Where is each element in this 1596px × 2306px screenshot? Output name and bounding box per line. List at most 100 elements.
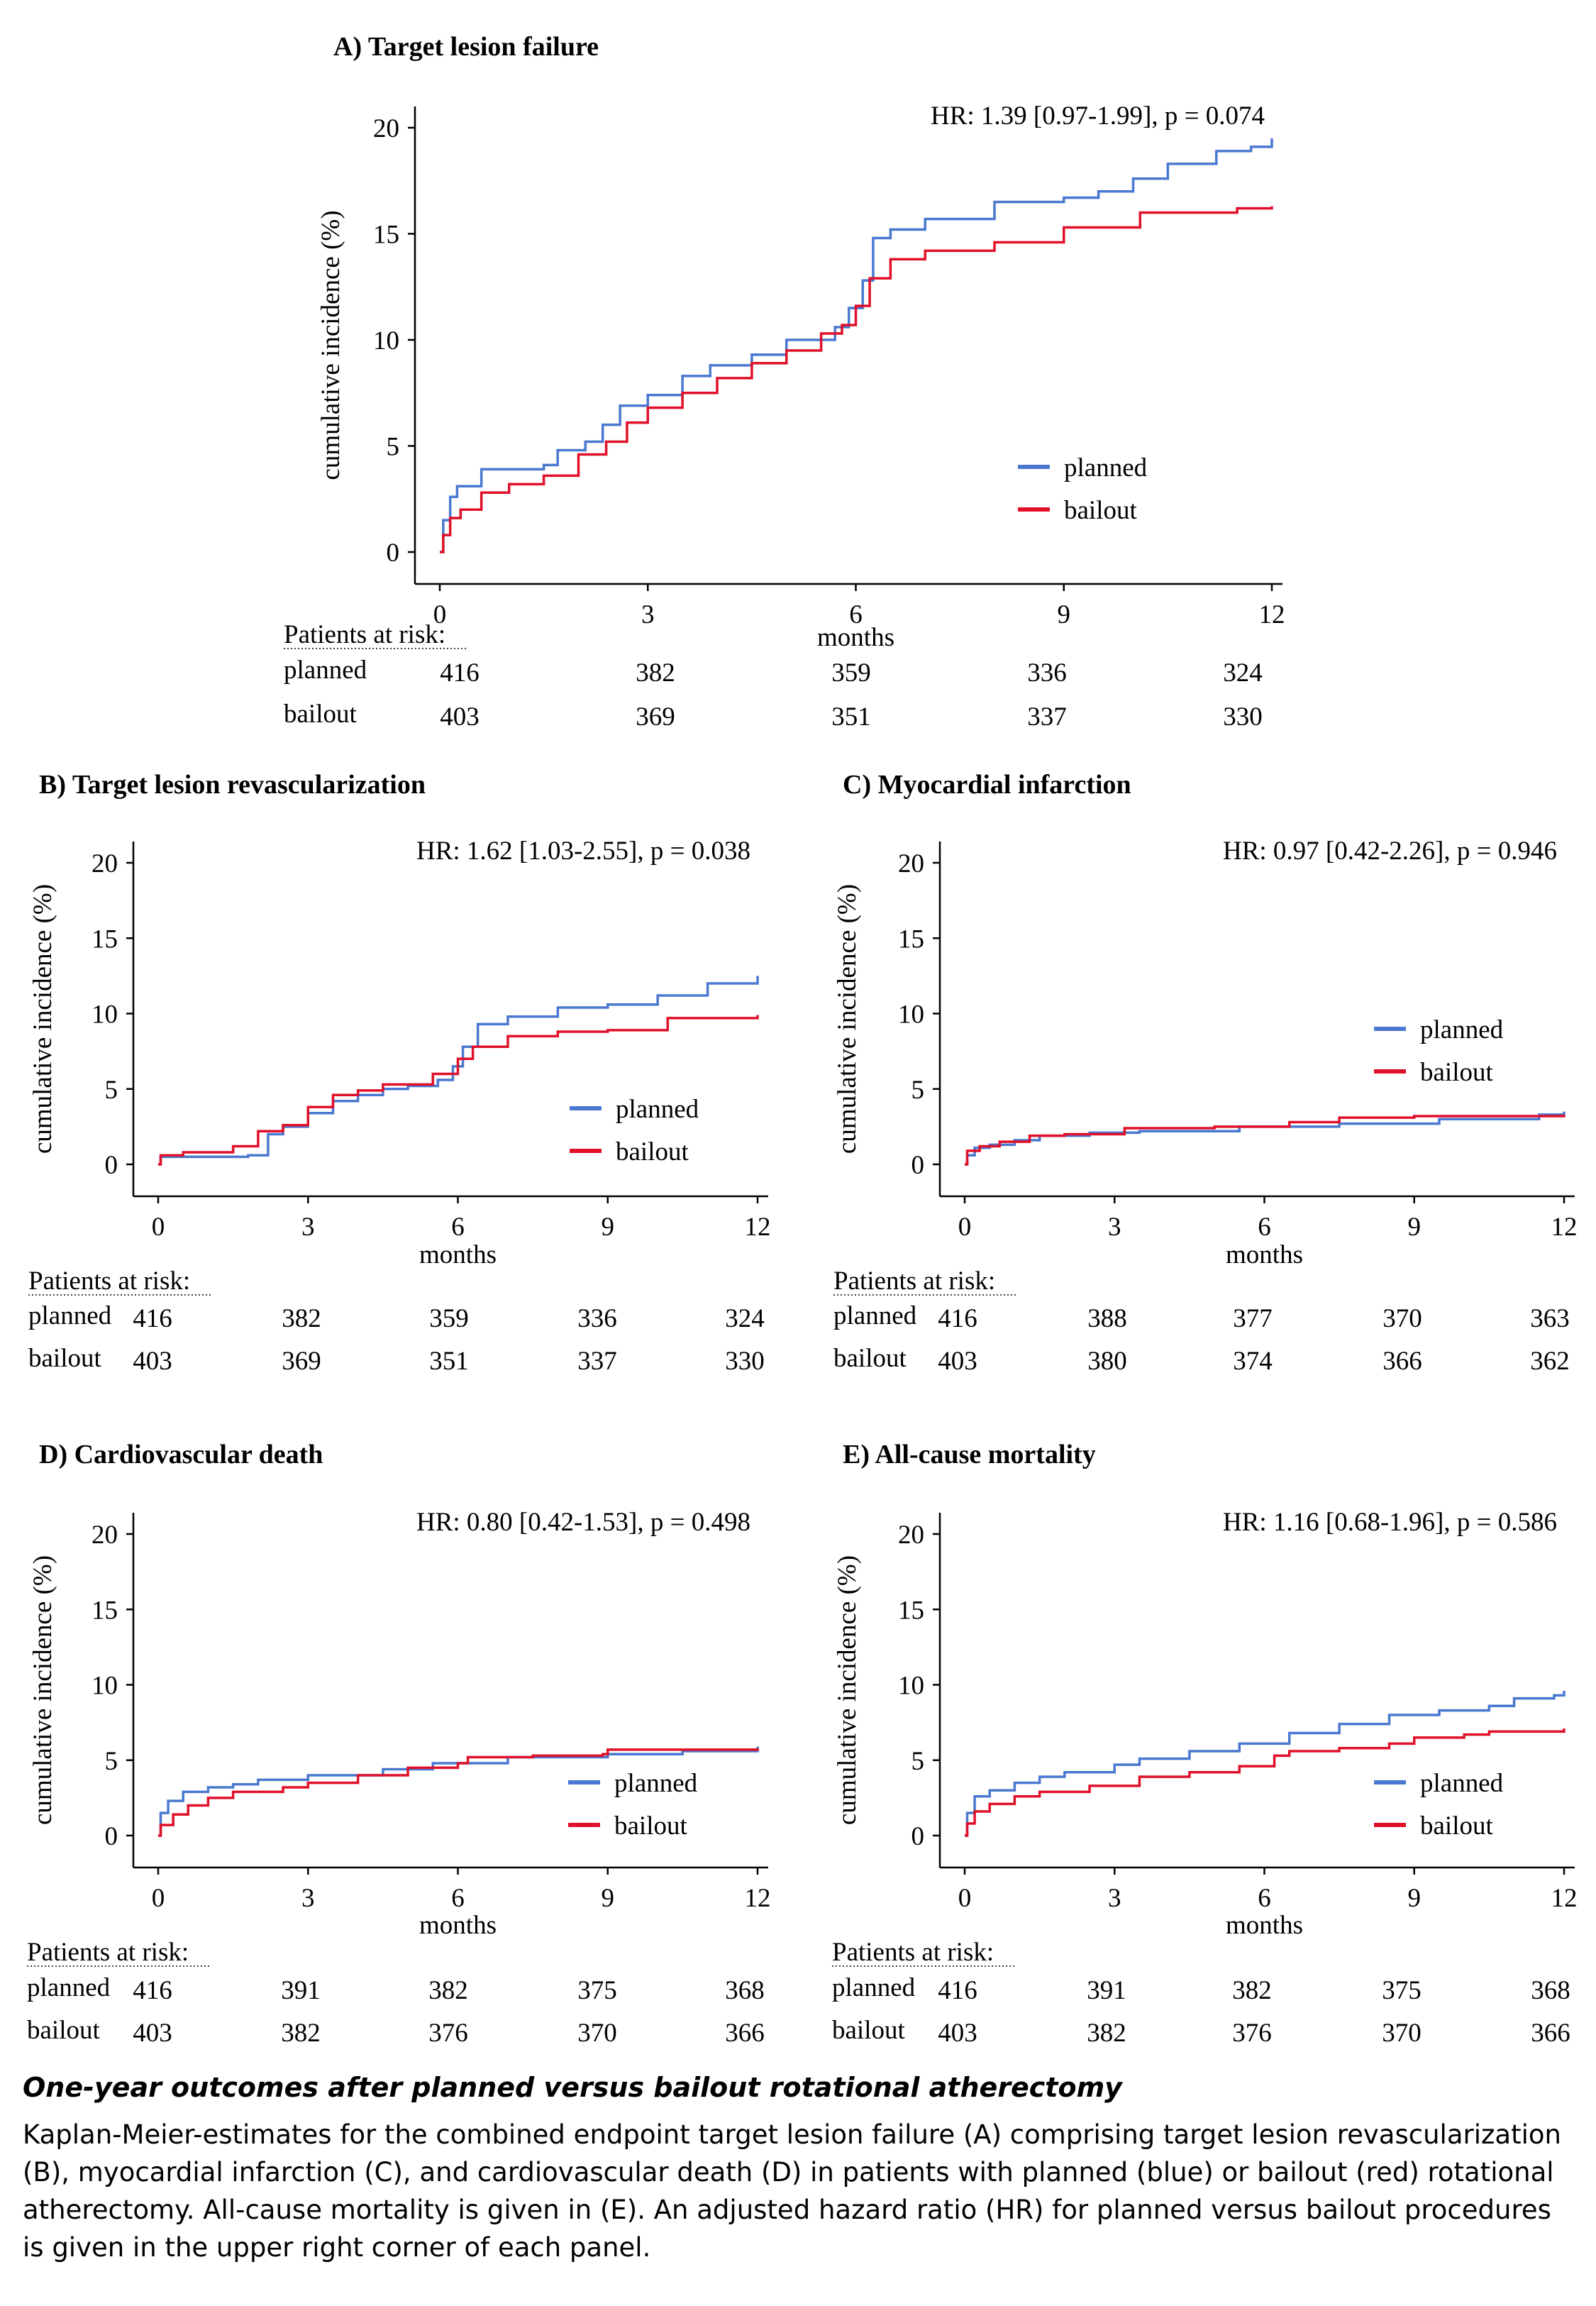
risk-count-planned-B: 382 (282, 1304, 321, 1333)
panel-title-B: B) Target lesion revascularization (39, 770, 426, 800)
hazard-ratio-annotation-C: HR: 0.97 [0.42-2.26], p = 0.946 (1223, 837, 1557, 866)
risk-table-header-A: Patients at risk: (284, 620, 445, 649)
risk-row-label-bailout-D: bailout (27, 2016, 100, 2045)
y-tick-label-B: 5 (105, 1076, 118, 1105)
legend-label-planned-E: planned (1420, 1769, 1504, 1798)
y-tick-label-E: 0 (911, 1822, 925, 1851)
risk-count-planned-D: 391 (281, 1976, 321, 2005)
risk-count-bailout-D: 370 (577, 2019, 617, 2048)
risk-count-bailout-C: 374 (1233, 1347, 1273, 1376)
risk-count-bailout-E: 366 (1531, 2019, 1570, 2048)
y-tick-label-D: 5 (105, 1747, 118, 1776)
panel-title-C: C) Myocardial infarction (843, 770, 1131, 800)
y-tick-label-B: 0 (105, 1151, 118, 1180)
risk-count-planned-C: 388 (1087, 1304, 1127, 1333)
risk-row-label-bailout-A: bailout (284, 700, 357, 729)
risk-table-header-C: Patients at risk: (833, 1267, 995, 1296)
x-axis-label-D: months (419, 1911, 497, 1940)
hazard-ratio-annotation-A: HR: 1.39 [0.97-1.99], p = 0.074 (931, 101, 1265, 131)
risk-count-planned-C: 416 (938, 1304, 977, 1333)
y-axis-label-B: cumulative incidence (%) (28, 884, 57, 1154)
y-tick-label-E: 20 (898, 1521, 924, 1550)
x-tick-label-D: 9 (602, 1884, 615, 1913)
x-axis-label-B: months (419, 1240, 497, 1269)
km-curve-bailout-D (158, 1748, 759, 1837)
y-tick-label-C: 10 (898, 1000, 924, 1030)
y-tick-label-C: 15 (898, 925, 924, 954)
risk-count-bailout-E: 403 (938, 2019, 977, 2048)
risk-count-planned-B: 324 (725, 1304, 765, 1333)
x-tick-label-B: 6 (451, 1213, 465, 1242)
y-tick-label-D: 0 (105, 1822, 118, 1851)
y-tick-label-B: 20 (92, 849, 118, 878)
y-axis-label-D: cumulative incidence (%) (28, 1555, 57, 1825)
km-curve-planned-E (965, 1691, 1565, 1837)
legend-label-planned-B: planned (616, 1095, 699, 1124)
panel-title-A: A) Target lesion failure (333, 32, 599, 62)
legend-label-bailout-C: bailout (1420, 1058, 1493, 1087)
x-tick-label-D: 6 (451, 1884, 465, 1913)
risk-count-planned-B: 359 (429, 1304, 469, 1333)
risk-table-header-E: Patients at risk: (832, 1938, 994, 1967)
risk-count-planned-A: 336 (1027, 658, 1067, 688)
risk-count-bailout-B: 369 (282, 1347, 321, 1376)
y-tick-label-C: 20 (898, 849, 924, 878)
risk-count-planned-D: 368 (725, 1976, 765, 2005)
risk-count-bailout-B: 337 (577, 1347, 617, 1376)
legend-label-planned-A: planned (1064, 453, 1148, 482)
x-tick-label-B: 0 (152, 1213, 165, 1242)
risk-count-bailout-E: 376 (1232, 2019, 1272, 2048)
x-tick-label-E: 6 (1258, 1884, 1271, 1913)
risk-count-planned-E: 391 (1087, 1976, 1126, 2005)
x-tick-label-D: 12 (745, 1884, 771, 1913)
risk-count-planned-E: 368 (1531, 1976, 1570, 2005)
risk-count-bailout-B: 351 (429, 1347, 469, 1376)
x-tick-label-A: 9 (1058, 600, 1071, 629)
risk-count-bailout-C: 380 (1087, 1347, 1127, 1376)
risk-count-planned-B: 336 (577, 1304, 617, 1333)
risk-table-header-D: Patients at risk: (27, 1938, 189, 1967)
x-tick-label-C: 3 (1108, 1213, 1121, 1242)
y-tick-label-A: 0 (387, 539, 400, 568)
y-tick-label-D: 20 (92, 1521, 118, 1550)
km-curve-bailout-C (965, 1114, 1565, 1166)
risk-row-label-bailout-E: bailout (832, 2016, 905, 2045)
y-tick-label-B: 10 (92, 1000, 118, 1030)
y-tick-label-C: 0 (911, 1151, 925, 1180)
panel-title-E: E) All-cause mortality (843, 1440, 1096, 1469)
y-tick-label-A: 5 (387, 433, 400, 462)
risk-count-planned-C: 363 (1530, 1304, 1570, 1333)
risk-count-planned-A: 359 (831, 658, 871, 688)
risk-count-bailout-B: 330 (725, 1347, 765, 1376)
legend-label-bailout-B: bailout (616, 1137, 689, 1166)
x-tick-label-C: 9 (1408, 1213, 1422, 1242)
risk-count-bailout-B: 403 (133, 1347, 172, 1376)
x-tick-label-A: 0 (433, 600, 447, 629)
risk-count-planned-D: 416 (133, 1976, 172, 2005)
risk-count-planned-E: 416 (938, 1976, 977, 2005)
y-tick-label-B: 15 (92, 925, 118, 954)
risk-row-label-planned-B: planned (28, 1301, 112, 1330)
legend-label-bailout-A: bailout (1064, 496, 1137, 525)
caption-title: One-year outcomes after planned versus b… (23, 2072, 1122, 2103)
risk-count-bailout-C: 403 (938, 1347, 977, 1376)
legend-label-planned-C: planned (1420, 1015, 1504, 1044)
km-curve-planned-B (158, 976, 759, 1166)
risk-count-bailout-A: 337 (1027, 702, 1067, 732)
risk-row-label-bailout-B: bailout (28, 1344, 101, 1373)
risk-row-label-bailout-C: bailout (833, 1344, 907, 1373)
risk-count-planned-E: 375 (1382, 1976, 1422, 2005)
y-tick-label-E: 15 (898, 1596, 924, 1625)
risk-count-planned-E: 382 (1232, 1976, 1272, 2005)
x-tick-label-D: 0 (152, 1884, 165, 1913)
risk-count-planned-B: 416 (133, 1304, 172, 1333)
x-tick-label-A: 6 (849, 600, 863, 629)
km-curve-bailout-A (440, 206, 1273, 553)
caption-text: Kaplan-Meier-estimates for the combined … (23, 2119, 1561, 2263)
risk-count-bailout-A: 351 (831, 702, 871, 732)
risk-count-planned-A: 416 (440, 658, 480, 688)
km-curve-planned-C (965, 1111, 1565, 1166)
x-tick-label-E: 9 (1408, 1884, 1422, 1913)
risk-count-bailout-D: 376 (428, 2019, 468, 2048)
